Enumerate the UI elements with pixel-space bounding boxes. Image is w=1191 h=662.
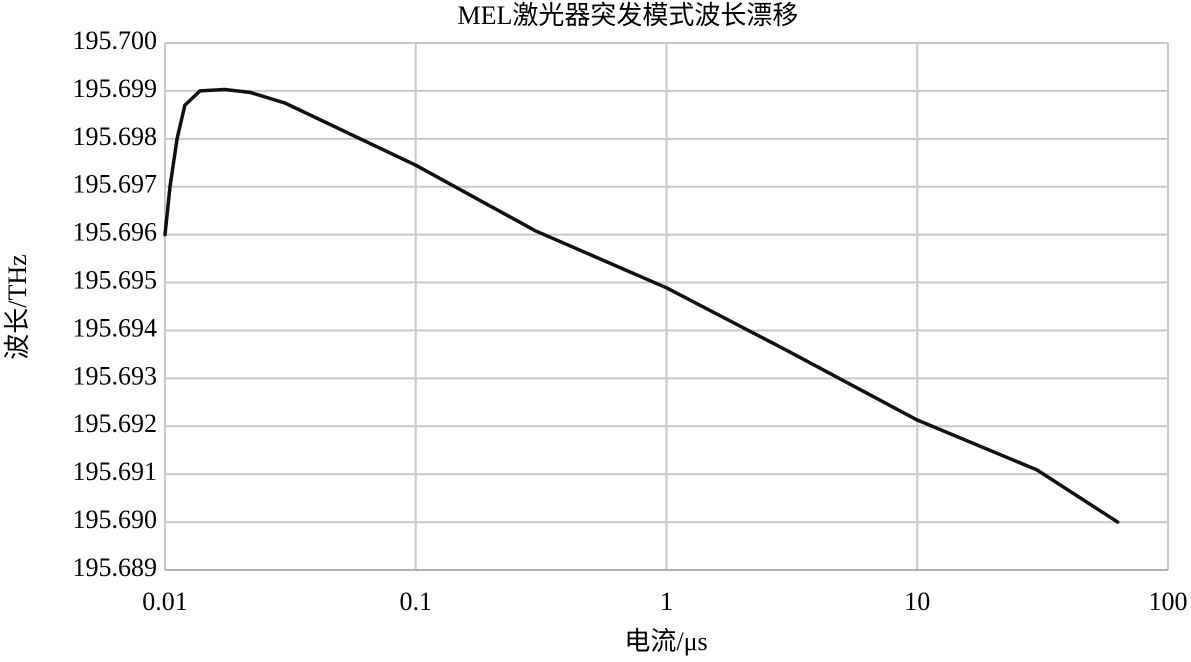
y-tick-label: 195.692	[73, 409, 158, 438]
data-line	[163, 87, 1120, 524]
y-tick-label: 195.698	[73, 122, 158, 151]
y-tick-label: 195.694	[73, 313, 158, 342]
y-tick-label: 195.695	[73, 266, 158, 295]
x-tick-label: 0.01	[142, 587, 188, 616]
x-tick-label: 1	[660, 587, 673, 616]
y-tick-label: 195.696	[73, 218, 158, 247]
y-tick-label: 195.690	[73, 505, 158, 534]
x-tick-label: 0.1	[400, 587, 433, 616]
x-axis-label: 电流/μs	[624, 627, 707, 656]
y-axis-label: 波长/THz	[3, 254, 32, 359]
y-tick-label: 195.693	[73, 361, 158, 390]
x-tick-label: 10	[904, 587, 930, 616]
x-tick-label: 100	[1149, 587, 1188, 616]
y-tick-label: 195.697	[73, 170, 158, 199]
y-tick-label: 195.689	[73, 553, 158, 582]
y-tick-label: 195.691	[73, 457, 158, 486]
y-tick-label: 195.699	[73, 74, 158, 103]
y-tick-label: 195.700	[73, 26, 158, 55]
chart-title: MEL激光器突发模式波长漂移	[458, 1, 799, 30]
